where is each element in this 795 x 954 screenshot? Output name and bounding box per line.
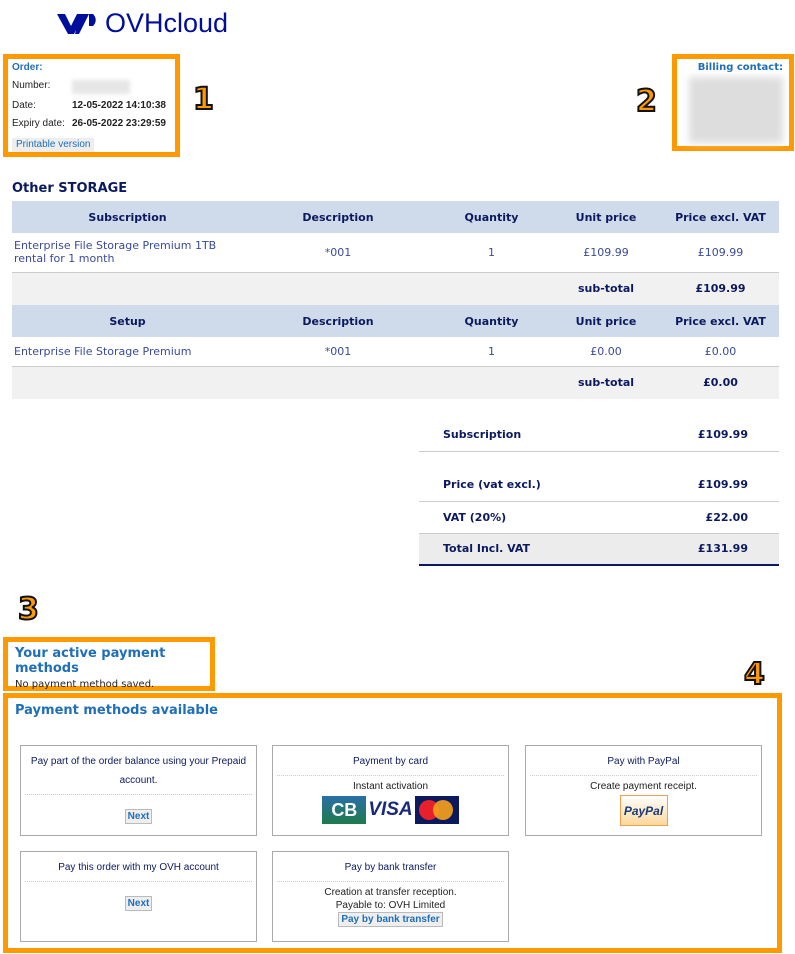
- billing-contact-box: Billing contact:: [672, 54, 794, 151]
- order-title: Order:: [12, 62, 43, 73]
- active-methods-title: Your active payment methods: [15, 646, 166, 676]
- billing-title: Billing contact:: [697, 62, 783, 73]
- order-table: Subscription Description Quantity Unit p…: [12, 201, 779, 399]
- item-quantity: 1: [433, 337, 550, 367]
- subtotal-label: sub-total: [550, 272, 662, 305]
- summary-subscription-label: Subscription: [419, 419, 629, 452]
- header-cell: Unit price: [550, 201, 662, 233]
- subtotal-row: sub-total £0.00: [12, 366, 779, 399]
- vat-value: £22.00: [628, 501, 779, 534]
- expiry-date: 26-05-2022 23:29:59: [72, 118, 166, 129]
- header-cell: Price excl. VAT: [662, 305, 779, 337]
- annotation-1: 1: [192, 81, 215, 118]
- header-cell: Unit price: [550, 305, 662, 337]
- number-label: Number:: [12, 80, 51, 91]
- price-excl-value: £109.99: [628, 469, 779, 502]
- annotation-4: 4: [743, 656, 766, 693]
- card-subtitle: Creation at transfer reception.: [324, 887, 457, 898]
- active-payment-methods-box: Your active payment methods No payment m…: [3, 637, 215, 691]
- header-cell: Price excl. VAT: [662, 201, 779, 233]
- expiry-label: Expiry date:: [12, 118, 65, 129]
- card-payment-card[interactable]: Payment by card Instant activation CB VI…: [272, 745, 509, 836]
- payable-to: Payable to: OVH Limited: [335, 900, 446, 911]
- ovh-account-next-button[interactable]: Next: [124, 896, 153, 911]
- card-title: Pay part of the order balance using your…: [25, 752, 252, 795]
- bank-transfer-payment-card: Pay by bank transfer Creation at transfe…: [272, 851, 509, 942]
- subtotal-value: £109.99: [662, 272, 779, 305]
- cb-logo-icon[interactable]: CB: [322, 796, 367, 824]
- ovh-account-payment-card: Pay this order with my OVH account Next: [20, 851, 257, 942]
- header-cell: Subscription: [12, 201, 243, 233]
- paypal-logo-icon[interactable]: PayPal: [619, 795, 668, 826]
- logo-text: OVHcloud: [105, 8, 229, 38]
- card-subtitle: Create payment receipt.: [590, 781, 697, 792]
- billing-redacted: [689, 77, 783, 143]
- item-quantity: 1: [433, 233, 550, 273]
- header-cell: Description: [243, 305, 433, 337]
- prepaid-payment-card: Pay part of the order balance using your…: [20, 745, 257, 836]
- ovh-logo-icon: [57, 13, 96, 34]
- item-description: *001: [243, 233, 433, 273]
- order-info-box: Order: Number: Date: 12-05-2022 14:10:38 …: [3, 54, 180, 157]
- card-title: Pay this order with my OVH account: [25, 858, 252, 882]
- header-cell: Setup: [12, 305, 243, 337]
- card-title: Pay by bank transfer: [277, 858, 504, 882]
- header-cell: Quantity: [433, 305, 550, 337]
- annotation-2: 2: [635, 83, 658, 120]
- available-methods-title: Payment methods available: [15, 703, 218, 718]
- subscription-header-row: Subscription Description Quantity Unit p…: [12, 201, 779, 233]
- item-price: £0.00: [662, 337, 779, 367]
- subtotal-row: sub-total £109.99: [12, 272, 779, 305]
- header-cell: Description: [243, 201, 433, 233]
- summary-subscription-value: £109.99: [628, 419, 779, 452]
- section-title: Other STORAGE: [12, 181, 128, 196]
- order-date: 12-05-2022 14:10:38: [72, 100, 166, 111]
- order-number-redacted: [72, 80, 130, 94]
- item-unit-price: £109.99: [550, 233, 662, 273]
- visa-logo-icon[interactable]: VISA: [368, 799, 413, 820]
- item-unit-price: £0.00: [550, 337, 662, 367]
- date-label: Date:: [12, 100, 36, 111]
- item-price: £109.99: [662, 233, 779, 273]
- price-excl-label: Price (vat excl.): [419, 469, 629, 502]
- item-name: Enterprise File Storage Premium: [12, 337, 243, 367]
- table-row: Enterprise File Storage Premium 1TB rent…: [12, 233, 779, 273]
- table-row: Enterprise File Storage Premium *001 1 £…: [12, 337, 779, 367]
- payment-methods-box: Payment methods available: [3, 693, 782, 953]
- total-value: £131.99: [628, 533, 779, 566]
- header-cell: Quantity: [433, 201, 550, 233]
- bank-transfer-button[interactable]: Pay by bank transfer: [338, 912, 443, 927]
- prepaid-next-button[interactable]: Next: [124, 809, 153, 824]
- ovhcloud-logo: OVHcloud: [57, 8, 228, 39]
- annotation-3: 3: [17, 591, 40, 628]
- subtotal-value: £0.00: [662, 366, 779, 399]
- printable-version-link[interactable]: Printable version: [12, 138, 95, 152]
- paypal-payment-card[interactable]: Pay with PayPal Create payment receipt. …: [525, 745, 762, 836]
- item-description: *001: [243, 337, 433, 367]
- active-methods-text: No payment method saved.: [15, 679, 155, 690]
- summary-table: Subscription £109.99 Price (vat excl.) £10…: [419, 419, 779, 566]
- mastercard-logo-icon[interactable]: [414, 796, 459, 824]
- total-label: Total Incl. VAT: [419, 533, 629, 566]
- vat-label: VAT (20%): [419, 501, 629, 534]
- card-subtitle: Instant activation: [352, 781, 429, 792]
- card-title: Pay with PayPal: [530, 752, 757, 776]
- setup-header-row: Setup Description Quantity Unit price Pr…: [12, 305, 779, 337]
- subtotal-label: sub-total: [550, 366, 662, 399]
- card-title: Payment by card: [277, 752, 504, 776]
- item-name: Enterprise File Storage Premium 1TB rent…: [12, 233, 243, 273]
